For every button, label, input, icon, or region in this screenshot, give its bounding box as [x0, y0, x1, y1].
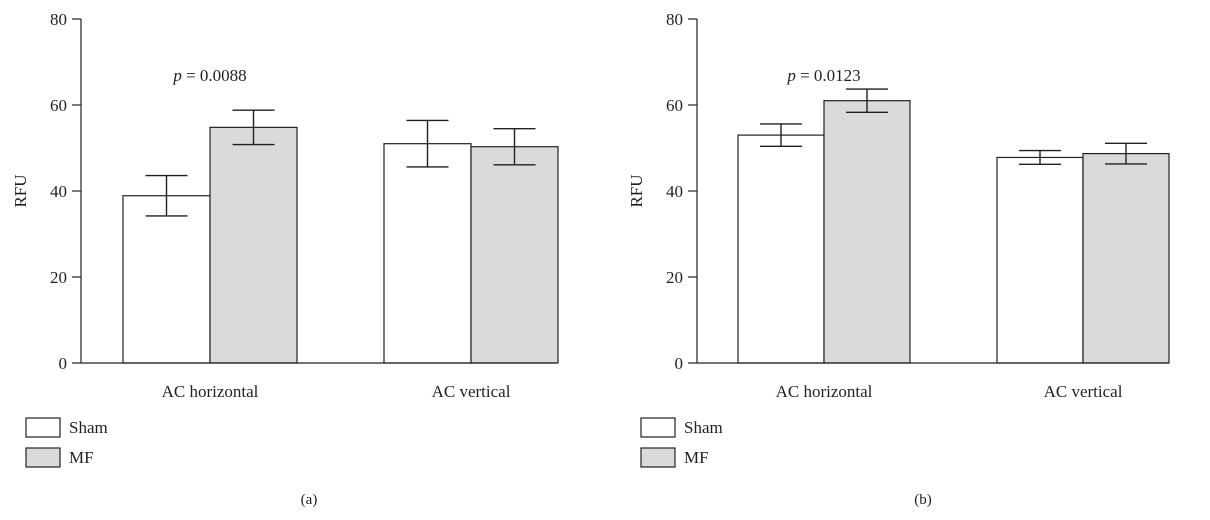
panel-label: (b) [914, 492, 932, 508]
y-axis-label: RFU [11, 174, 30, 207]
p-value-text: = 0.0088 [182, 66, 247, 85]
legend-label-sham: Sham [684, 418, 723, 437]
bar-sham-0 [122, 195, 211, 364]
panel-label: (a) [301, 492, 318, 508]
legend-swatch-sham [640, 417, 676, 438]
legend-swatch-mf [640, 447, 676, 468]
p-value-text: = 0.0123 [796, 66, 861, 85]
chart-panel-a: AC horizontal AC vertical 0 20 40 60 80 RFU p = … [11, 10, 559, 508]
bar-mf-0 [209, 126, 298, 364]
bar-sham-1 [996, 156, 1084, 364]
bar-mf-0 [823, 100, 911, 364]
bar-mf-1 [470, 146, 559, 364]
bar-sham-0 [737, 134, 825, 364]
y-axis-label: RFU [627, 174, 646, 207]
bar-sham-1 [383, 143, 472, 364]
legend-label-sham: Sham [69, 418, 108, 437]
y-tick-label: 60 [666, 96, 683, 115]
bar-mf-1 [1082, 152, 1170, 364]
legend-swatch-mf [25, 447, 61, 468]
y-tick-label: 0 [59, 354, 68, 373]
p-value-annotation: p = 0.0123 [786, 66, 860, 85]
legend-swatch-sham [25, 417, 61, 438]
chart-panel-b: AC horizontal AC vertical 0 20 40 60 80 RFU p = … [627, 10, 1170, 508]
x-tick-label: AC horizontal [162, 382, 259, 401]
p-value-symbol: p [786, 66, 796, 85]
x-tick-label: AC vertical [432, 382, 511, 401]
y-tick-label: 20 [666, 268, 683, 287]
x-tick-label: AC vertical [1044, 382, 1123, 401]
x-tick-label: AC horizontal [776, 382, 873, 401]
y-tick-label: 40 [50, 182, 67, 201]
y-tick-label: 20 [50, 268, 67, 287]
y-tick-label: 60 [50, 96, 67, 115]
y-tick-label: 0 [675, 354, 684, 373]
y-tick-label: 40 [666, 182, 683, 201]
p-value-annotation: p = 0.0088 [172, 66, 246, 85]
y-tick-label: 80 [50, 10, 67, 29]
legend-label-mf: MF [69, 448, 94, 467]
p-value-symbol: p [172, 66, 182, 85]
legend-label-mf: MF [684, 448, 709, 467]
y-tick-label: 80 [666, 10, 683, 29]
